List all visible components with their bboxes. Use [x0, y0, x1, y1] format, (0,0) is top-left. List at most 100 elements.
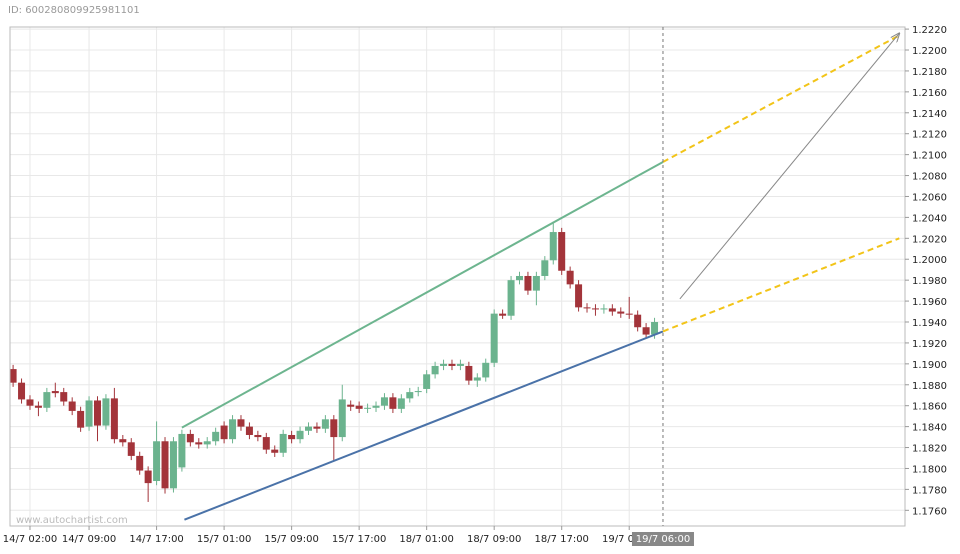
candle-body — [364, 407, 372, 409]
candle-body — [195, 442, 203, 445]
candle-body — [161, 441, 169, 489]
trend-line — [184, 330, 664, 521]
candle-body — [262, 437, 270, 450]
candle-body — [153, 441, 161, 482]
candle-body — [617, 311, 625, 314]
candle-body — [186, 433, 194, 443]
x-tick-label: 18/7 09:00 — [467, 534, 521, 545]
x-tick-label: 14/7 09:00 — [62, 534, 116, 545]
trend-line — [181, 161, 664, 429]
y-tick-label: 1.2220 — [912, 25, 947, 36]
trend-line — [662, 34, 900, 163]
candle-body — [60, 392, 68, 402]
candle-body — [507, 280, 515, 316]
candle-body — [144, 470, 152, 484]
y-tick-label: 1.1980 — [912, 276, 947, 287]
candle-body — [634, 314, 642, 328]
candle-body — [406, 392, 414, 399]
candle-body — [94, 400, 101, 426]
candle-body — [448, 363, 456, 366]
y-tick-label: 1.1840 — [912, 423, 947, 434]
y-tick-label: 1.1820 — [912, 444, 947, 455]
candle-body — [237, 419, 245, 427]
candle-body — [566, 270, 574, 285]
candle-body — [397, 398, 405, 409]
candle-body — [34, 405, 42, 408]
y-tick-label: 1.2120 — [912, 130, 947, 141]
candle-body — [18, 382, 26, 400]
candle-body — [372, 405, 380, 408]
candle-body — [110, 398, 118, 440]
x-tick-label: 18/7 17:00 — [534, 534, 588, 545]
candle-body — [288, 434, 296, 440]
candle-body — [85, 400, 93, 427]
candle-body — [26, 399, 34, 406]
x-tick-label: 15/7 17:00 — [332, 534, 386, 545]
cursor-box — [631, 532, 694, 546]
candle-body — [127, 442, 135, 456]
x-tick-label: 14/7 02:00 — [3, 534, 57, 545]
candle-body — [271, 449, 279, 453]
candle-body — [575, 284, 583, 308]
y-tick-label: 1.1900 — [912, 360, 947, 371]
candle-body — [355, 405, 363, 409]
candle-body — [389, 397, 397, 409]
candle-body — [524, 275, 532, 291]
candle-body — [465, 365, 473, 381]
candle-body — [558, 232, 566, 271]
candle-body — [600, 308, 608, 310]
y-tick-label: 1.1860 — [912, 402, 947, 413]
candle-body — [279, 433, 287, 453]
y-tick-label: 1.1880 — [912, 381, 947, 392]
candle-body — [102, 398, 110, 426]
candle-body — [9, 369, 17, 383]
candle-body — [203, 441, 211, 445]
trend-line — [679, 33, 899, 300]
candle-body — [212, 431, 220, 442]
candle-body — [43, 392, 51, 408]
candle-body — [532, 275, 540, 291]
candle-body — [414, 391, 422, 393]
candle-body — [482, 362, 490, 378]
y-tick-label: 1.2060 — [912, 192, 947, 203]
chart-id: ID: 600280809925981101 — [8, 5, 140, 16]
candle-body — [583, 307, 591, 309]
candle-body — [338, 399, 346, 438]
candle-body — [254, 434, 262, 438]
candle-body — [347, 404, 355, 407]
candle-body — [431, 365, 439, 375]
y-tick-label: 1.2180 — [912, 67, 947, 78]
y-tick-label: 1.2040 — [912, 213, 947, 224]
candle-body — [313, 426, 321, 429]
x-tick-label: 15/7 09:00 — [264, 534, 318, 545]
watermark: www.autochartist.com — [16, 515, 128, 526]
candle-body — [499, 313, 507, 316]
y-tick-label: 1.2200 — [912, 46, 947, 57]
candle-body — [490, 313, 498, 363]
candle-body — [296, 430, 304, 440]
y-tick-label: 1.2100 — [912, 151, 947, 162]
candle-body — [473, 377, 481, 381]
candle-body — [625, 313, 633, 315]
x-tick-label: 15/7 01:00 — [197, 534, 251, 545]
candle-body — [380, 397, 388, 406]
candle-body — [178, 433, 186, 468]
x-tick-label: 18/7 01:00 — [399, 534, 453, 545]
trend-line — [662, 237, 900, 333]
candle-body — [68, 401, 76, 411]
x-tick-label: 14/7 17:00 — [129, 534, 183, 545]
y-tick-label: 1.2140 — [912, 109, 947, 120]
y-tick-label: 1.1940 — [912, 318, 947, 329]
y-tick-label: 1.1760 — [912, 506, 947, 517]
candle-body — [549, 232, 557, 261]
y-tick-label: 1.2160 — [912, 88, 947, 99]
candle-body — [136, 455, 144, 471]
candle-body — [245, 426, 253, 435]
y-tick-label: 1.2080 — [912, 172, 947, 183]
candle-body — [77, 410, 85, 428]
candle-body — [321, 419, 329, 429]
candle-body — [423, 374, 431, 389]
candle-body — [591, 308, 599, 310]
candle-body — [305, 426, 312, 431]
candle-body — [642, 327, 650, 335]
